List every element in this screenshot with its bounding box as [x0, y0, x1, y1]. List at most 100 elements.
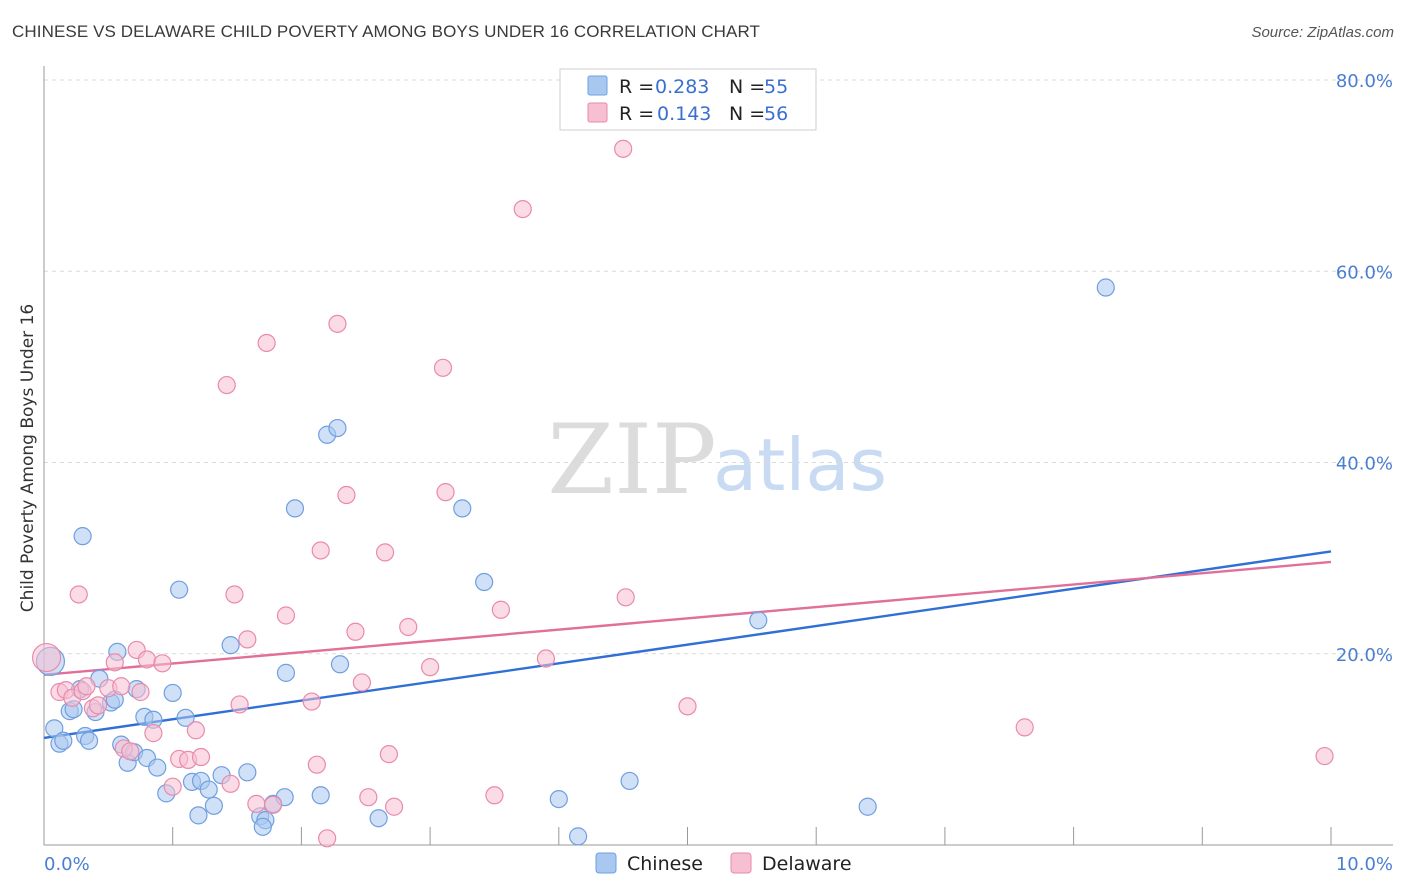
chinese-point	[311, 786, 330, 805]
legend-n-label-chinese: N =	[729, 76, 765, 98]
y-tick-label-60: 60.0%	[1336, 262, 1393, 283]
delaware-point	[513, 199, 532, 219]
chinese-point	[204, 796, 223, 815]
delaware-point	[88, 696, 108, 715]
chinese-point	[858, 797, 877, 816]
chinese-point	[453, 499, 472, 518]
legend-n-chinese: 55	[764, 76, 788, 98]
delaware-point	[225, 585, 244, 604]
delaware-point	[384, 797, 404, 816]
delaware-point	[163, 777, 182, 796]
legend-swatch-chinese	[587, 75, 608, 96]
chinese-point	[148, 758, 167, 777]
delaware-point	[105, 653, 124, 672]
delaware-point	[1015, 718, 1034, 737]
delaware-point	[311, 541, 330, 560]
source-label: Source: ZipAtlas.com	[1251, 24, 1394, 41]
delaware-point	[121, 742, 140, 761]
delaware-point	[77, 677, 96, 696]
watermark-zip: ZIP	[547, 404, 716, 516]
chinese-point	[369, 809, 388, 828]
delaware-point	[485, 786, 504, 805]
chinese-point	[330, 655, 350, 674]
x-tick-label-right: 10.0%	[1336, 854, 1393, 875]
y-tick-label-40: 40.0%	[1336, 454, 1393, 475]
delaware-point	[678, 697, 697, 716]
delaware-point	[302, 692, 321, 711]
chinese-point	[79, 731, 99, 750]
delaware-point	[421, 658, 440, 677]
chinese-point	[620, 771, 639, 791]
chinese-point	[54, 731, 73, 750]
delaware-point	[153, 654, 172, 673]
legend-swatch-delaware	[587, 102, 608, 123]
delaware-point	[346, 622, 365, 641]
chinese-point	[253, 817, 272, 836]
chinese-point	[163, 683, 182, 703]
delaware-point	[536, 649, 556, 668]
chinese-point	[238, 763, 257, 782]
chinese-point	[73, 527, 92, 546]
chinese-point	[221, 636, 240, 655]
chinese-point	[170, 580, 189, 599]
delaware-point	[436, 483, 455, 502]
delaware-point	[337, 485, 356, 505]
delaware-point	[230, 695, 249, 714]
chart-title: CHINESE VS DELAWARE CHILD POVERTY AMONG …	[12, 22, 761, 41]
delaware-point	[131, 682, 150, 702]
watermark-atlas: atlas	[713, 423, 887, 507]
bottom-legend-label-delaware: Delaware	[762, 853, 852, 875]
legend-r-label-chinese: R =	[619, 76, 654, 98]
delaware-point	[614, 139, 633, 158]
chinese-point	[199, 780, 218, 799]
chinese-point	[176, 708, 195, 727]
chinese-point	[189, 806, 208, 825]
bottom-legend-swatch-chinese	[595, 852, 617, 874]
legend-r-label-delaware: R =	[619, 103, 654, 125]
trend-lines	[43, 550, 1332, 740]
axes	[43, 66, 1393, 846]
data-points	[31, 139, 1334, 848]
bottom-legend: Chinese Delaware	[595, 852, 852, 875]
top-legend: R = 0.283 N = 55 R = 0.143 N = 56	[559, 68, 817, 131]
delaware-point	[257, 333, 276, 353]
delaware-point	[191, 747, 211, 767]
y-tick-label-80: 80.0%	[1336, 71, 1393, 92]
delaware-point	[433, 358, 453, 377]
delaware-point	[217, 375, 236, 395]
legend-n-delaware: 56	[764, 103, 788, 125]
chinese-point	[749, 611, 768, 630]
chinese-point	[328, 418, 347, 438]
delaware-point	[1315, 746, 1334, 766]
delaware-point	[31, 642, 62, 673]
delaware-point	[491, 600, 510, 619]
delaware-point	[359, 788, 378, 807]
delaware-point	[112, 677, 131, 696]
chinese-trend-line	[43, 550, 1332, 740]
delaware-point	[263, 795, 283, 814]
chinese-point	[549, 789, 568, 809]
delaware-trend-line	[43, 560, 1332, 676]
watermark: ZIP atlas	[547, 404, 887, 516]
delaware-point	[375, 543, 395, 562]
delaware-point	[399, 617, 418, 637]
delaware-point	[144, 724, 163, 743]
y-tick-label-20: 20.0%	[1336, 645, 1393, 666]
chinese-point	[276, 663, 296, 682]
legend-n-label-delaware: N =	[729, 103, 765, 125]
delaware-point	[137, 650, 157, 669]
chinese-point	[285, 499, 305, 518]
delaware-point	[69, 585, 88, 604]
delaware-point	[616, 588, 635, 607]
delaware-point	[307, 755, 326, 774]
chinese-point	[475, 572, 494, 592]
delaware-point	[352, 673, 371, 692]
chinese-point	[1096, 278, 1115, 297]
delaware-point	[276, 606, 296, 625]
legend-r-delaware: 0.143	[657, 103, 711, 125]
delaware-point	[221, 774, 240, 793]
delaware-point	[328, 314, 347, 333]
bottom-legend-label-chinese: Chinese	[627, 853, 703, 875]
delaware-point	[238, 630, 257, 649]
